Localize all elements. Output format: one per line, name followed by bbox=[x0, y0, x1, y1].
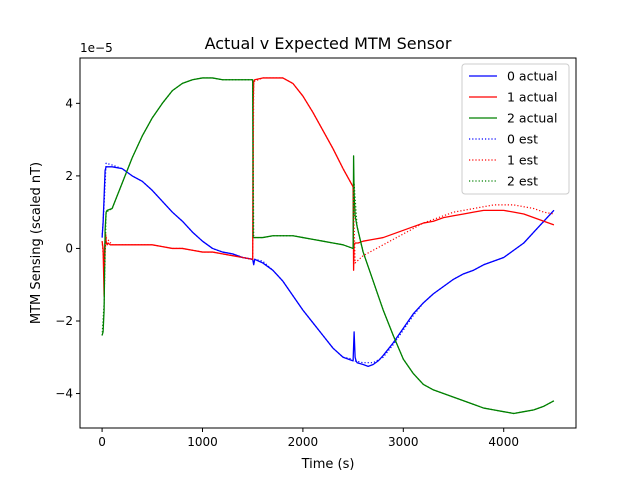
legend-label: 2 est bbox=[507, 174, 538, 189]
x-tick-label: 2000 bbox=[288, 435, 319, 449]
y-axis-ticks: −4 −2 0 2 4 bbox=[55, 96, 80, 401]
legend: 0 actual 1 actual 2 actual 0 est 1 est 2 est bbox=[461, 63, 570, 195]
y-tick-label: −4 bbox=[55, 387, 73, 401]
x-tick-label: 4000 bbox=[488, 435, 519, 449]
legend-label: 2 actual bbox=[507, 111, 557, 126]
y-tick-label: −2 bbox=[55, 314, 73, 328]
y-axis-label: MTM Sensing (scaled nT) bbox=[29, 162, 44, 324]
legend-label: 0 actual bbox=[507, 69, 557, 84]
y-tick-label: 0 bbox=[65, 241, 73, 255]
x-axis-ticks: 0 1000 2000 3000 4000 bbox=[98, 428, 519, 449]
legend-items: 0 actual 1 actual 2 actual 0 est 1 est 2 est bbox=[469, 69, 557, 189]
chart-title: Actual v Expected MTM Sensor bbox=[205, 34, 452, 53]
y-tick-label: 2 bbox=[65, 169, 73, 183]
series-line-0-est bbox=[101, 162, 555, 364]
series-layer bbox=[101, 77, 555, 415]
series-line-1-est bbox=[101, 77, 555, 268]
x-tick-label: 0 bbox=[98, 435, 106, 449]
legend-label: 1 est bbox=[507, 153, 538, 168]
legend-label: 1 actual bbox=[507, 90, 557, 105]
y-axis-scale-label: 1e−5 bbox=[80, 41, 113, 55]
series-line-2-est bbox=[101, 77, 555, 415]
x-tick-label: 3000 bbox=[388, 435, 419, 449]
axes-frame bbox=[79, 57, 577, 429]
y-tick-label: 4 bbox=[65, 96, 73, 110]
legend-label: 0 est bbox=[507, 132, 538, 147]
x-tick-label: 1000 bbox=[187, 435, 218, 449]
plot-area bbox=[79, 57, 577, 429]
x-axis-label: Time (s) bbox=[301, 457, 355, 472]
